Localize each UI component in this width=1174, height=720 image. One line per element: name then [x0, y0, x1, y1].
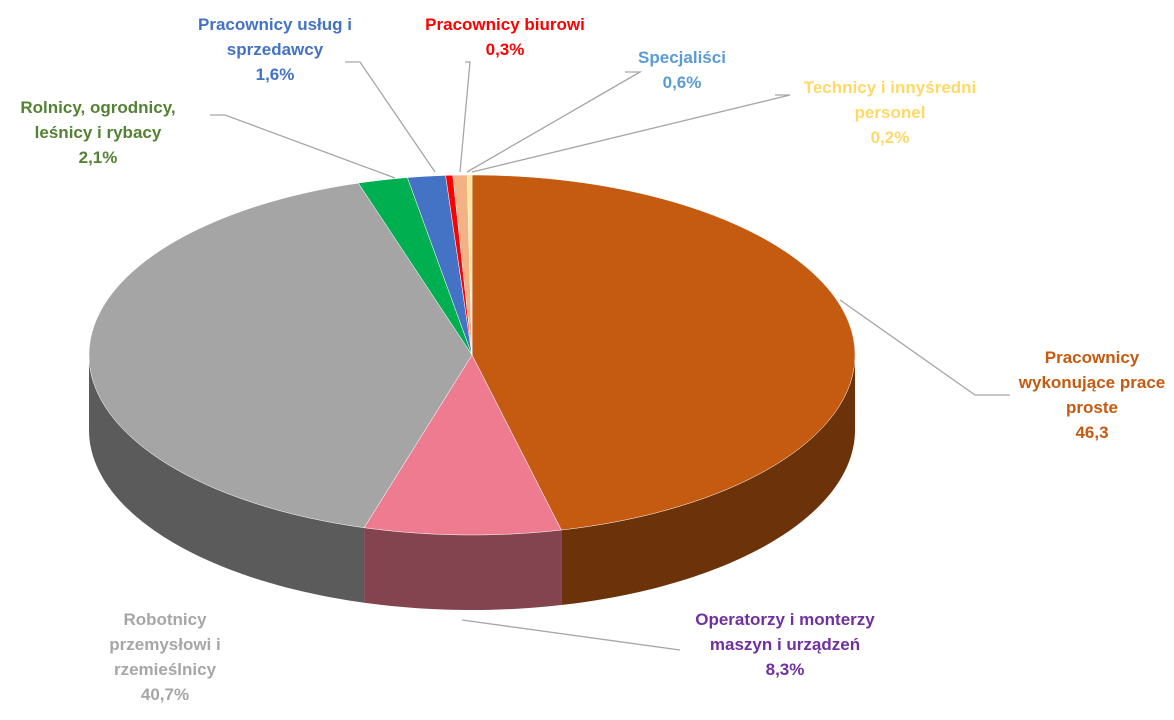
leader-line — [345, 61, 436, 173]
leader-line — [839, 299, 1010, 396]
label-value: 0,2% — [870, 128, 910, 147]
label-name: Pracownicy usług i sprzedawcy — [198, 15, 352, 59]
data-label: Operatorzy i monterzy maszyn i urządzeń 8… — [680, 607, 890, 682]
slice-side — [89, 355, 365, 603]
slice — [471, 174, 856, 531]
data-label: Technicy i innyśredni personel 0,2% — [775, 75, 1005, 150]
leader-line — [459, 61, 471, 173]
slice — [357, 177, 473, 356]
leader-line — [461, 619, 681, 651]
slice — [407, 175, 473, 356]
data-label: Pracownicy biurowi 0,3% — [405, 12, 605, 62]
label-value: 1,6% — [255, 65, 295, 84]
slice-side — [561, 355, 855, 606]
label-value: 40,7% — [140, 685, 190, 704]
data-label: Rolnicy, ogrodnicy, leśnicy i rybacy 2,1% — [3, 95, 193, 170]
label-name: Specjaliści — [638, 48, 726, 67]
slice — [363, 354, 562, 536]
label-name: Robotnicy przemysłowi i rzemieślnicy — [109, 610, 221, 679]
slice — [88, 182, 473, 528]
slice — [466, 174, 473, 356]
data-label: Specjaliści 0,6% — [622, 45, 742, 95]
slice-side — [364, 527, 562, 610]
leader-line — [466, 71, 643, 173]
data-label: Pracownicy usług i sprzedawcy 1,6% — [180, 12, 370, 87]
data-label: Robotnicy przemysłowi i rzemieślnicy 40,7… — [90, 607, 240, 707]
label-name: Rolnicy, ogrodnicy, leśnicy i rybacy — [20, 98, 176, 142]
label-value: 8,3% — [765, 660, 805, 679]
label-value: 0,3% — [485, 40, 525, 59]
data-label: Pracownicy wykonujące prace proste 46,3 — [1007, 345, 1174, 445]
leader-line — [471, 94, 791, 173]
leader-line — [210, 114, 396, 179]
label-name: Pracownicy wykonujące prace proste — [1018, 348, 1166, 417]
label-value: 0,6% — [662, 73, 702, 92]
label-value: 46,3 — [1075, 423, 1109, 442]
label-name: Operatorzy i monterzy maszyn i urządzeń — [695, 610, 875, 654]
label-name: Technicy i innyśredni personel — [803, 78, 977, 122]
label-name: Pracownicy biurowi — [425, 15, 585, 34]
label-value: 2,1% — [78, 148, 118, 167]
